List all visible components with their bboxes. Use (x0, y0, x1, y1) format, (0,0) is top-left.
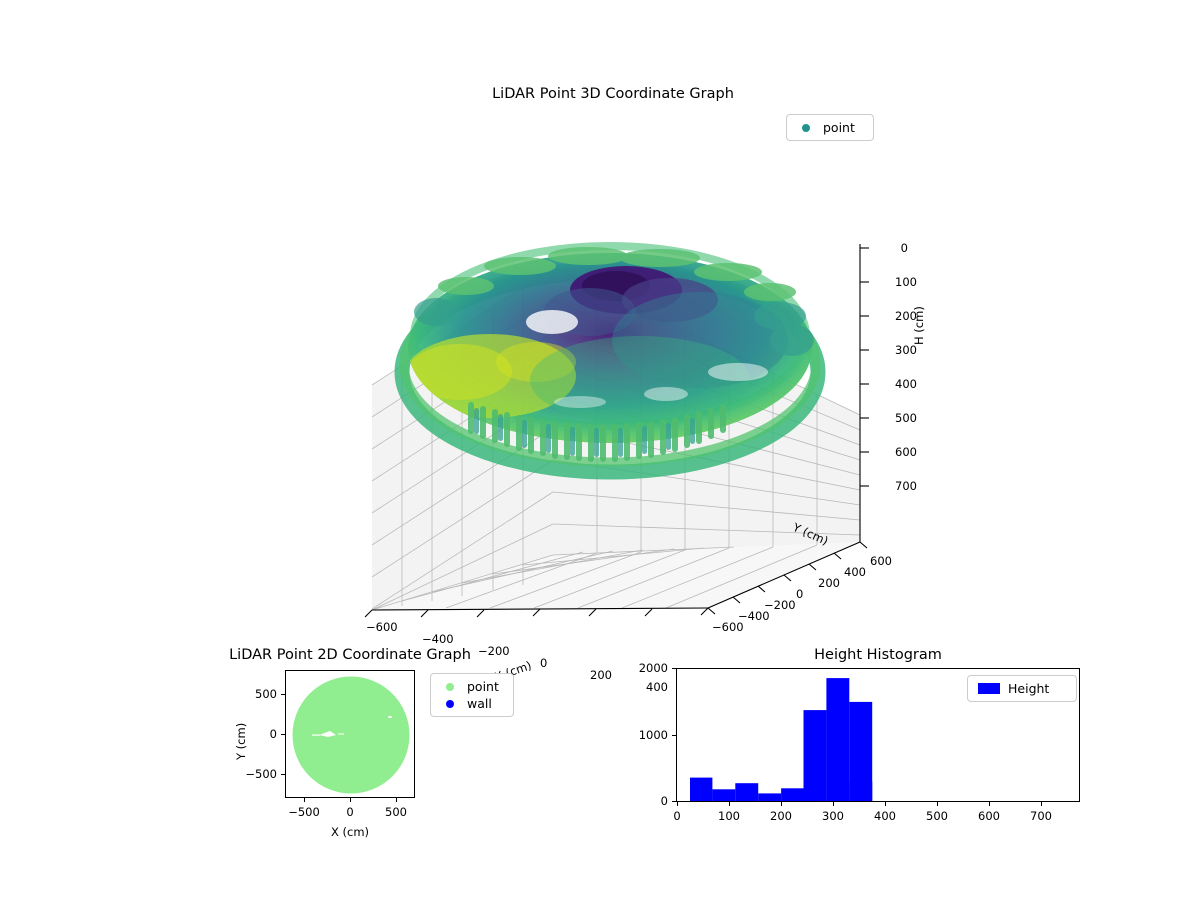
tick-mark-x-hist (729, 802, 731, 806)
legend-label: point (467, 679, 499, 694)
histogram-bar (849, 781, 873, 801)
histogram-bars (690, 678, 873, 801)
legend-label: Height (1008, 681, 1050, 696)
axis-ticks-h-3d (860, 247, 869, 487)
tick-h-3d: 100 (895, 275, 917, 289)
histogram-bar (849, 701, 873, 801)
plot-3d-canvas (364, 242, 869, 618)
axis-ticks-x-3d (364, 607, 709, 618)
axes-3d-scatter[interactable]: −600 −400 −200 0 200 400 600 X (cm) −600… (340, 140, 926, 706)
tick-mark-x-2d (396, 798, 398, 802)
histogram-bar (758, 793, 782, 801)
tick-h-3d: 700 (895, 479, 917, 493)
tick-y-3d: −600 (712, 620, 744, 634)
tick-mark-x-hist (833, 802, 835, 806)
tick-mark-x-2d (350, 798, 352, 802)
point-marker-icon (793, 123, 819, 132)
legend-item-point-2d: point (437, 678, 507, 695)
tick-h-3d: 500 (895, 411, 917, 425)
tick-y-hist: 2000 (638, 661, 668, 675)
tick-x-2d: −500 (288, 805, 320, 819)
tick-x-3d: −600 (366, 620, 398, 634)
tick-x-hist: 700 (1030, 809, 1052, 823)
axis-ticks-y-3d (707, 541, 868, 615)
tick-mark-x-hist (677, 802, 679, 806)
plot-hist-canvas (690, 678, 873, 801)
tick-y-3d: 200 (818, 576, 840, 590)
tick-y-3d: −200 (764, 598, 796, 612)
tick-y-2d: 0 (269, 727, 277, 741)
histogram-bar (826, 678, 850, 801)
height-swatch-icon (974, 683, 1004, 694)
legend-label: point (823, 120, 855, 135)
tick-mark-y-2d (281, 734, 285, 736)
point-marker-icon (437, 682, 463, 691)
tick-x-3d: −400 (422, 632, 454, 646)
axis-label-y-2d: Y (cm) (234, 722, 248, 760)
axis-label-x-2d: X (cm) (330, 825, 370, 839)
plot-2d-canvas (292, 676, 410, 794)
tick-mark-x-hist (989, 802, 991, 806)
tick-mark-y-2d (281, 774, 285, 776)
tick-y-2d: 500 (255, 687, 277, 701)
tick-y-3d: 600 (870, 554, 892, 568)
histogram-bar (781, 788, 804, 801)
tick-y-hist: 0 (660, 794, 668, 808)
tick-x-hist: 100 (718, 809, 740, 823)
page-title-3d: LiDAR Point 3D Coordinate Graph (492, 86, 734, 102)
tick-y-3d: 0 (796, 587, 804, 601)
tick-x-3d: 400 (646, 680, 668, 694)
tick-mark-y-hist (672, 735, 676, 737)
point-cloud-3d (394, 242, 826, 480)
tick-x-2d: 500 (385, 805, 407, 819)
tick-mark-y-2d (281, 694, 285, 696)
tick-x-hist: 600 (978, 809, 1000, 823)
tick-y-3d: −400 (738, 609, 770, 623)
legend-2d: point wall (430, 673, 514, 717)
legend-label: wall (467, 696, 492, 711)
histogram-bar (690, 777, 713, 801)
tick-x-3d: 200 (590, 668, 612, 682)
tick-h-3d: 400 (895, 377, 917, 391)
tick-x-hist: 500 (926, 809, 948, 823)
legend-item-wall-2d: wall (437, 695, 507, 712)
tick-h-3d: 0 (900, 241, 908, 255)
tick-mark-x-hist (781, 802, 783, 806)
tick-y-3d: 400 (844, 565, 866, 579)
tick-x-3d: −200 (478, 644, 510, 658)
tick-x-2d: 0 (346, 805, 354, 819)
legend-hist: Height (967, 675, 1077, 702)
axis-label-h-3d: H (cm) (912, 306, 926, 345)
axes-2d-scatter[interactable] (285, 670, 415, 798)
legend-item-point-3d: point (793, 119, 867, 136)
tick-h-3d: 600 (895, 445, 917, 459)
histogram-bar (803, 710, 827, 801)
legend-3d: point (786, 114, 874, 141)
tick-mark-x-hist (885, 802, 887, 806)
tick-mark-x-hist (937, 802, 939, 806)
wall-marker-icon (437, 699, 463, 708)
tick-y-hist: 1000 (638, 728, 668, 742)
tick-x-hist: 300 (822, 809, 844, 823)
tick-x-hist: 200 (770, 809, 792, 823)
tick-x-3d: 0 (540, 656, 548, 670)
tick-mark-x-hist (1041, 802, 1043, 806)
legend-item-height: Height (974, 680, 1070, 697)
tick-x-hist: 0 (673, 809, 681, 823)
tick-mark-y-hist (672, 801, 676, 803)
page-title-hist: Height Histogram (814, 647, 942, 663)
tick-h-3d: 200 (895, 309, 917, 323)
histogram-bar (712, 789, 736, 801)
tick-mark-x-2d (304, 798, 306, 802)
page-title-2d: LiDAR Point 2D Coordinate Graph (229, 647, 471, 663)
point-cloud-2d (292, 676, 410, 794)
histogram-bar (735, 783, 759, 801)
tick-mark-y-hist (672, 668, 676, 670)
tick-x-hist: 400 (874, 809, 896, 823)
tick-h-3d: 300 (895, 343, 917, 357)
tick-y-2d: −500 (245, 767, 277, 781)
